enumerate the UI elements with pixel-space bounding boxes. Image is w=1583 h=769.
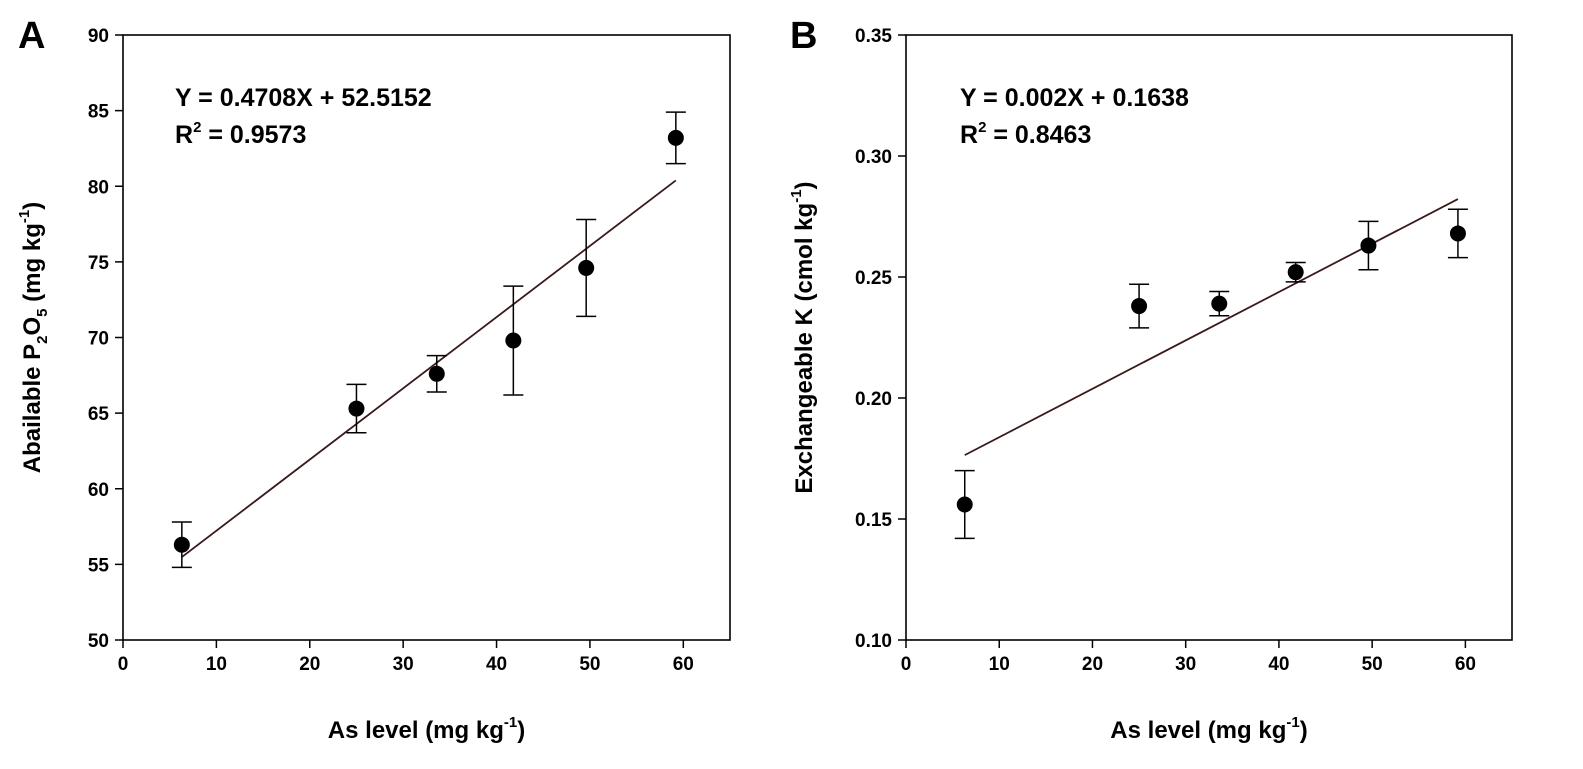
data-point	[1211, 295, 1228, 312]
x-tick-label: 20	[1082, 654, 1103, 675]
data-point	[1449, 225, 1466, 242]
y-tick-label: 75	[88, 253, 110, 274]
y-tick-label: 0.20	[855, 389, 892, 410]
r-squared-label: R2 = 0.8463	[960, 119, 1091, 149]
x-tick-label: 10	[989, 654, 1010, 675]
panel-label: B	[790, 15, 817, 57]
x-tick-label: 40	[1268, 654, 1289, 675]
y-tick-label: 0.15	[855, 510, 892, 531]
x-tick-label: 20	[299, 654, 320, 675]
y-tick-label: 90	[88, 26, 109, 47]
regression-line	[964, 198, 1459, 456]
x-axis-title: As level (mg kg-1)	[328, 714, 525, 744]
y-tick-label: 60	[88, 480, 109, 501]
data-point	[578, 259, 595, 276]
r-squared-label: R2 = 0.9573	[175, 119, 306, 149]
chart-panel-b: B 0 10 20 30 40 50 60 0.10 0.15 0.20 0.25 0.30 0.35 As…	[788, 15, 1513, 744]
y-axis-title: Abailable P2O5 (mg kg-1)	[16, 202, 51, 473]
x-axis-title: As level (mg kg-1)	[1110, 714, 1307, 744]
x-tick-label: 0	[118, 654, 129, 675]
data-point	[1360, 237, 1377, 254]
data-point	[667, 129, 684, 146]
plot-frame	[905, 34, 1513, 641]
data-point	[348, 400, 365, 417]
y-tick-label: 65	[88, 404, 110, 425]
y-tick-label: 0.25	[855, 268, 892, 289]
y-tick-label: 55	[88, 555, 110, 576]
y-tick-label: 85	[88, 102, 110, 123]
regression-equation: Y = 0.4708X + 52.5152	[175, 84, 432, 112]
x-tick-label: 30	[393, 654, 414, 675]
y-tick-label: 0.10	[855, 631, 892, 652]
panel-label: A	[18, 15, 45, 57]
y-tick-label: 0.35	[855, 26, 892, 47]
y-tick-label: 80	[88, 177, 109, 198]
y-axis-title: Exchangeable K (cmol kg-1)	[788, 181, 818, 493]
x-tick-label: 0	[901, 654, 912, 675]
x-tick-label: 50	[1362, 654, 1383, 675]
regression-line	[181, 179, 677, 558]
y-tick-label: 50	[88, 631, 109, 652]
y-tick-label: 70	[88, 329, 109, 350]
data-point	[1287, 264, 1304, 281]
data-point	[956, 496, 973, 513]
regression-equation: Y = 0.002X + 0.1638	[960, 84, 1189, 112]
chart-panel-a: A 0 10 20 30 40 50 60 50 55 60 65 70 75 80 85 90 As level…	[16, 15, 731, 744]
y-tick-label: 0.30	[855, 147, 892, 168]
x-tick-label: 40	[486, 654, 507, 675]
x-tick-label: 10	[206, 654, 227, 675]
data-point	[173, 536, 190, 553]
x-tick-label: 50	[579, 654, 600, 675]
x-tick-label: 30	[1175, 654, 1196, 675]
data-point	[505, 332, 522, 349]
data-point	[428, 365, 445, 382]
x-tick-label: 60	[673, 654, 694, 675]
x-tick-label: 60	[1455, 654, 1476, 675]
data-point	[1131, 298, 1148, 315]
